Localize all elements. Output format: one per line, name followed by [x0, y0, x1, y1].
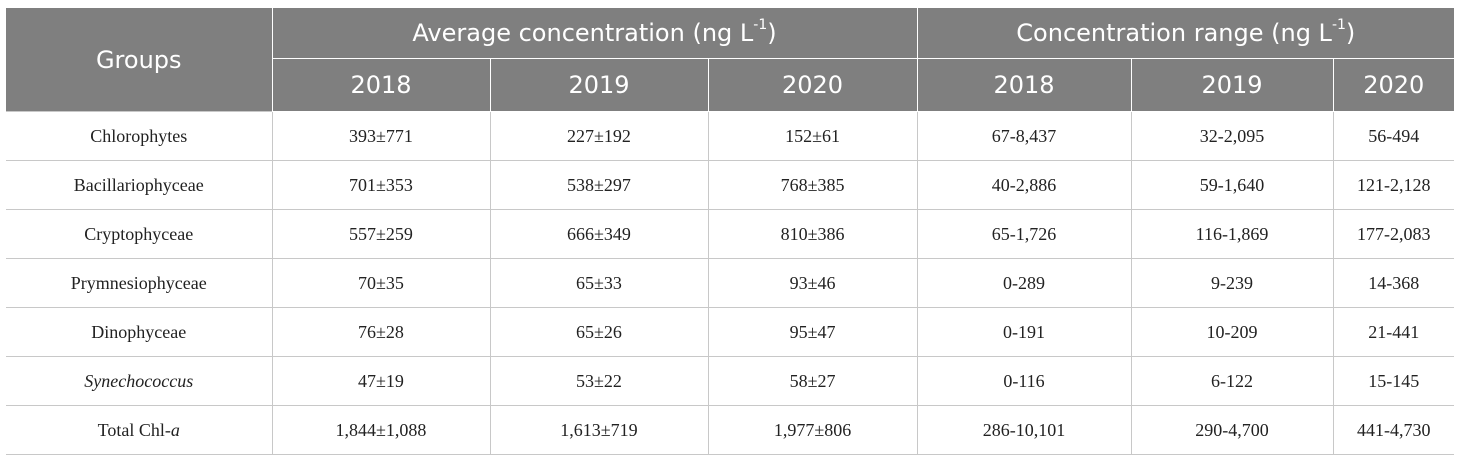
value-cell-rng2019: 59-1,640: [1131, 160, 1334, 210]
year-header-avg-2018: 2018: [272, 58, 491, 112]
concentration-range-header: Concentration range (ng L-1): [917, 8, 1455, 59]
value-cell-avg2019: 227±192: [490, 111, 709, 161]
year-header-avg-2020: 2020: [708, 58, 918, 112]
value-cell-rng2020: 177-2,083: [1333, 209, 1455, 259]
value-cell-rng2018: 0-289: [917, 258, 1132, 308]
group-cell: Bacillariophyceae: [6, 160, 273, 210]
value-cell-avg2019: 666±349: [490, 209, 709, 259]
table-row: Chlorophytes 393±771 227±192 152±61 67-8,437…: [6, 111, 1455, 161]
group-name: Prymnesiophyceae: [70, 272, 207, 293]
value-cell-rng2018: 65-1,726: [917, 209, 1132, 259]
value-cell-avg2020: 58±27: [708, 356, 918, 406]
value-cell-avg2020: 93±46: [708, 258, 918, 308]
value-cell-avg2018: 557±259: [272, 209, 491, 259]
value-cell-avg2018: 47±19: [272, 356, 491, 406]
value-cell-avg2018: 393±771: [272, 111, 491, 161]
value-cell-avg2020: 1,977±806: [708, 405, 918, 455]
table-row: Prymnesiophyceae 70±35 65±33 93±46 0-289 9-23…: [6, 258, 1455, 308]
group-cell: Dinophyceae: [6, 307, 273, 357]
group-name: Chlorophytes: [90, 125, 188, 146]
group-name: Synechococcus: [84, 370, 194, 391]
value-cell-avg2019: 53±22: [490, 356, 709, 406]
value-cell-rng2020: 15-145: [1333, 356, 1455, 406]
value-cell-rng2020: 121-2,128: [1333, 160, 1455, 210]
group-name: Total Chl-: [97, 419, 171, 440]
value-cell-rng2018: 0-191: [917, 307, 1132, 357]
value-cell-avg2018: 76±28: [272, 307, 491, 357]
year-header-range-2020: 2020: [1333, 58, 1455, 112]
year-header-range-2018: 2018: [917, 58, 1132, 112]
value-cell-avg2020: 768±385: [708, 160, 918, 210]
group-cell: Total Chl-a: [6, 405, 273, 455]
value-cell-rng2018: 40-2,886: [917, 160, 1132, 210]
value-cell-rng2019: 10-209: [1131, 307, 1334, 357]
average-concentration-header: Average concentration (ng L-1): [272, 8, 918, 59]
value-cell-avg2020: 152±61: [708, 111, 918, 161]
value-cell-rng2019: 9-239: [1131, 258, 1334, 308]
table-body: Chlorophytes 393±771 227±192 152±61 67-8,437…: [6, 111, 1455, 455]
table-row: Dinophyceae 76±28 65±26 95±47 0-191 10-209 21-…: [6, 307, 1455, 357]
value-cell-rng2019: 290-4,700: [1131, 405, 1334, 455]
value-cell-avg2020: 810±386: [708, 209, 918, 259]
table-header: Groups Average concentration (ng L-1) Co…: [6, 8, 1455, 112]
group-cell: Synechococcus: [6, 356, 273, 406]
value-cell-rng2020: 56-494: [1333, 111, 1455, 161]
value-cell-avg2019: 65±26: [490, 307, 709, 357]
year-header-avg-2019: 2019: [490, 58, 709, 112]
group-name: Dinophyceae: [91, 321, 187, 342]
value-cell-avg2018: 70±35: [272, 258, 491, 308]
phytoplankton-concentration-table: Groups Average concentration (ng L-1) Co…: [6, 8, 1455, 455]
value-cell-avg2019: 1,613±719: [490, 405, 709, 455]
value-cell-rng2020: 441-4,730: [1333, 405, 1455, 455]
value-cell-avg2020: 95±47: [708, 307, 918, 357]
value-cell-rng2020: 14-368: [1333, 258, 1455, 308]
group-cell: Chlorophytes: [6, 111, 273, 161]
group-name: Cryptophyceae: [84, 223, 194, 244]
value-cell-rng2018: 0-116: [917, 356, 1132, 406]
value-cell-rng2018: 67-8,437: [917, 111, 1132, 161]
group-name: Bacillariophyceae: [73, 174, 204, 195]
value-cell-rng2019: 6-122: [1131, 356, 1334, 406]
table-row: Cryptophyceae 557±259 666±349 810±386 65-1,7…: [6, 209, 1455, 259]
group-name-suffix: a: [170, 419, 180, 440]
value-cell-rng2020: 21-441: [1333, 307, 1455, 357]
value-cell-rng2019: 32-2,095: [1131, 111, 1334, 161]
table-container: Groups Average concentration (ng L-1) Co…: [6, 8, 1455, 455]
group-cell: Cryptophyceae: [6, 209, 273, 259]
value-cell-avg2018: 701±353: [272, 160, 491, 210]
year-header-range-2019: 2019: [1131, 58, 1334, 112]
table-row: Bacillariophyceae 701±353 538±297 768±385 40…: [6, 160, 1455, 210]
group-cell: Prymnesiophyceae: [6, 258, 273, 308]
value-cell-rng2019: 116-1,869: [1131, 209, 1334, 259]
value-cell-avg2019: 538±297: [490, 160, 709, 210]
groups-header: Groups: [6, 8, 273, 112]
value-cell-avg2018: 1,844±1,088: [272, 405, 491, 455]
table-row: Total Chl-a 1,844±1,088 1,613±719 1,977±806…: [6, 405, 1455, 455]
value-cell-rng2018: 286-10,101: [917, 405, 1132, 455]
table-row: Synechococcus 47±19 53±22 58±27 0-116 6-122 15…: [6, 356, 1455, 406]
value-cell-avg2019: 65±33: [490, 258, 709, 308]
